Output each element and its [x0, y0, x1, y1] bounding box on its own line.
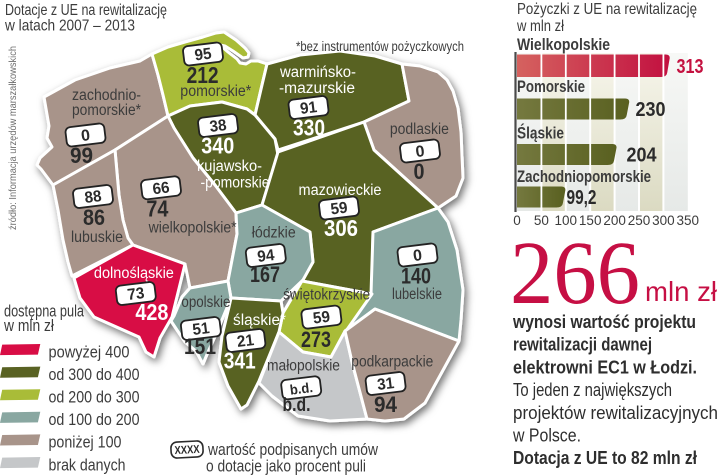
- svg-text:rewitalizacji dawnej: rewitalizacji dawnej: [513, 335, 652, 355]
- svg-text:b.d.: b.d.: [289, 379, 314, 398]
- svg-text:74: 74: [146, 196, 168, 222]
- svg-text:50: 50: [534, 213, 549, 228]
- svg-text:mln zł: mln zł: [645, 276, 718, 307]
- svg-text:31: 31: [376, 375, 395, 394]
- svg-text:0: 0: [415, 143, 426, 161]
- svg-text:wielkopolskie*: wielkopolskie*: [148, 220, 237, 237]
- svg-text:To jeden z największych: To jeden z największych: [513, 380, 672, 400]
- svg-text:340: 340: [201, 133, 234, 159]
- svg-text:wynosi wartość projektu: wynosi wartość projektu: [512, 312, 696, 332]
- svg-text:małopolskie: małopolskie: [267, 358, 340, 375]
- svg-text:od 300 do 400: od 300 do 400: [49, 365, 140, 384]
- svg-text:dostępna pula: dostępna pula: [4, 302, 84, 321]
- svg-text:66: 66: [152, 179, 171, 198]
- svg-text:lubelskie: lubelskie: [392, 286, 442, 303]
- svg-text:0: 0: [414, 159, 425, 184]
- svg-text:śląskie*: śląskie*: [233, 312, 286, 329]
- svg-text:0: 0: [513, 213, 521, 228]
- svg-text:w mln zł: w mln zł: [3, 316, 54, 335]
- svg-text:XXXX: XXXX: [174, 444, 200, 457]
- svg-text:21: 21: [236, 332, 255, 351]
- svg-text:38: 38: [209, 117, 228, 136]
- svg-text:-pomorskie: -pomorskie: [201, 175, 270, 192]
- svg-text:73: 73: [126, 285, 145, 304]
- svg-text:*bez instrumentów pożyczkowych: *bez instrumentów pożyczkowych: [296, 39, 464, 54]
- svg-text:0: 0: [80, 127, 91, 145]
- svg-text:99,2: 99,2: [567, 187, 597, 209]
- svg-text:-mazurskie: -mazurskie: [279, 80, 355, 97]
- svg-text:200: 200: [603, 213, 626, 228]
- svg-text:źródło: Informacja urzędów mar: źródło: Informacja urzędów marszałkowski…: [7, 46, 19, 230]
- svg-text:w mln zł: w mln zł: [516, 18, 564, 35]
- svg-text:wartość podpisanych umów: wartość podpisanych umów: [207, 440, 378, 459]
- svg-text:204: 204: [627, 145, 658, 167]
- svg-text:warmińsko-: warmińsko-: [279, 64, 356, 81]
- svg-text:341: 341: [224, 348, 256, 374]
- svg-text:151: 151: [184, 334, 216, 359]
- svg-text:Pożyczki z UE na rewitalizację: Pożyczki z UE na rewitalizację: [517, 1, 697, 18]
- svg-text:Dotacja z UE to 82 mln zł: Dotacja z UE to 82 mln zł: [513, 448, 697, 468]
- svg-text:od 100 do 200: od 100 do 200: [49, 410, 140, 429]
- svg-text:300: 300: [652, 213, 675, 228]
- svg-text:59: 59: [330, 200, 349, 219]
- svg-text:230: 230: [636, 99, 666, 121]
- svg-text:Wielkopolskie: Wielkopolskie: [517, 35, 610, 54]
- svg-text:Zachodniopomorskie: Zachodniopomorskie: [517, 167, 651, 186]
- svg-text:świętokrzyskie: świętokrzyskie: [283, 287, 370, 304]
- svg-text:w Polsce.: w Polsce.: [512, 426, 581, 446]
- svg-text:91: 91: [299, 99, 318, 118]
- svg-text:167: 167: [250, 262, 280, 287]
- svg-text:mazowieckie: mazowieckie: [299, 182, 382, 199]
- svg-text:kujawsko-: kujawsko-: [197, 158, 262, 175]
- svg-text:dolnośląskie: dolnośląskie: [94, 265, 174, 282]
- svg-text:95: 95: [194, 46, 213, 65]
- svg-text:Śląskie: Śląskie: [517, 124, 564, 143]
- svg-text:podlaskie: podlaskie: [390, 121, 449, 138]
- svg-text:350: 350: [677, 213, 700, 228]
- svg-text:o dotacje jako procent puli: o dotacje jako procent puli: [206, 457, 366, 475]
- svg-text:212: 212: [187, 62, 219, 88]
- svg-text:łódzkie: łódzkie: [252, 225, 296, 242]
- svg-text:88: 88: [84, 188, 103, 207]
- svg-text:59: 59: [312, 309, 331, 328]
- svg-text:330: 330: [293, 115, 325, 141]
- svg-text:Dotacje z UE na rewitalizację: Dotacje z UE na rewitalizację: [5, 2, 167, 19]
- svg-text:140: 140: [401, 264, 431, 289]
- svg-text:273: 273: [301, 327, 331, 352]
- svg-text:Pomorskie: Pomorskie: [517, 77, 585, 96]
- svg-text:99: 99: [70, 143, 93, 168]
- svg-text:elektrowni EC1 w Łodzi.: elektrowni EC1 w Łodzi.: [513, 357, 697, 377]
- svg-text:projektów rewitalizacyjnych: projektów rewitalizacyjnych: [513, 403, 718, 423]
- svg-text:poniżej 100: poniżej 100: [49, 433, 122, 452]
- svg-text:pomorskie*: pomorskie*: [72, 102, 141, 119]
- svg-text:313: 313: [677, 56, 704, 78]
- svg-text:94: 94: [374, 392, 398, 417]
- svg-text:pomorskie*: pomorskie*: [180, 83, 251, 100]
- svg-text:lubuskie: lubuskie: [71, 229, 123, 246]
- svg-text:86: 86: [83, 205, 105, 230]
- svg-text:opolskie: opolskie: [181, 294, 230, 311]
- svg-text:428: 428: [135, 299, 168, 325]
- svg-text:100: 100: [555, 213, 578, 228]
- svg-text:150: 150: [579, 213, 602, 228]
- svg-text:powyżej 400: powyżej 400: [49, 342, 130, 361]
- svg-text:51: 51: [192, 320, 211, 339]
- svg-text:od 200 do 300: od 200 do 300: [49, 388, 140, 407]
- svg-text:250: 250: [628, 213, 651, 228]
- svg-text:podkarpackie: podkarpackie: [351, 354, 433, 371]
- svg-text:94: 94: [256, 247, 275, 266]
- svg-text:w latach 2007 – 2013: w latach 2007 – 2013: [4, 18, 135, 35]
- svg-text:306: 306: [324, 215, 358, 241]
- svg-text:brak danych: brak danych: [49, 455, 126, 474]
- svg-text:zachodnio-: zachodnio-: [72, 87, 141, 104]
- svg-text:b.d.: b.d.: [283, 395, 311, 416]
- svg-text:266: 266: [510, 224, 640, 323]
- svg-text:0: 0: [412, 247, 423, 265]
